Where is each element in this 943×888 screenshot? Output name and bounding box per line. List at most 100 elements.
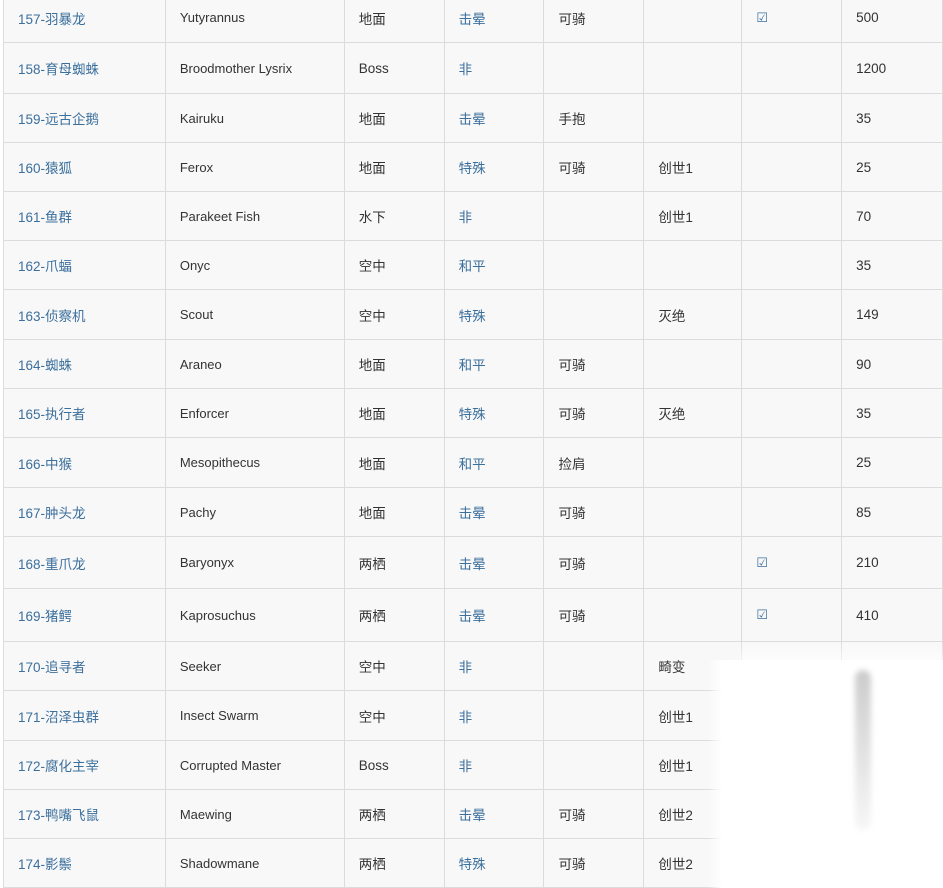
tame-method-link[interactable]: 和平 xyxy=(458,259,486,274)
creature-table: 157-羽暴龙 Yutyrannus 地面 击晕 可骑 ☑ 500 158-育母蜘蛛 Brood… xyxy=(3,0,943,888)
table-row: 173-鸭嘴飞鼠 Maewing 两栖 击晕 可骑 创世2 xyxy=(3,789,943,839)
creature-id-link[interactable]: 164-蜘蛛 xyxy=(18,358,73,373)
watermark-mask xyxy=(708,660,943,888)
tame-method-link[interactable]: 非 xyxy=(458,210,473,225)
creature-id-link[interactable]: 159-远古企鹅 xyxy=(18,112,100,127)
tame-method-link[interactable]: 非 xyxy=(458,62,473,77)
tame-method-link[interactable]: 非 xyxy=(458,660,473,675)
creature-id-link[interactable]: 167-肿头龙 xyxy=(18,506,86,521)
usage: 可骑 xyxy=(558,556,586,572)
checkbox-icon: ☑ xyxy=(756,9,768,25)
tame-method-link[interactable]: 特殊 xyxy=(458,857,486,872)
cell-id: 172-腐化主宰 xyxy=(3,740,166,790)
english-name: Mesopithecus xyxy=(179,455,261,470)
tame-method-link[interactable]: 击晕 xyxy=(458,808,486,823)
cell-en: Pachy xyxy=(164,487,345,537)
cell-id: 164-蜘蛛 xyxy=(3,339,166,389)
table-row: 167-肿头龙 Pachy 地面 击晕 可骑 85 xyxy=(3,487,943,537)
cell-tame: 和平 xyxy=(443,240,545,290)
tame-method-link[interactable]: 非 xyxy=(458,709,473,725)
tame-method-link[interactable]: 特殊 xyxy=(458,161,486,176)
usage: 手抱 xyxy=(558,112,586,127)
creature-id-link[interactable]: 158-育母蜘蛛 xyxy=(18,62,100,77)
environment: 地面 xyxy=(358,161,386,176)
cell-dlc xyxy=(643,240,743,290)
cell-env: Boss xyxy=(343,740,445,790)
usage: 捡肩 xyxy=(558,456,586,472)
tame-method-link[interactable]: 击晕 xyxy=(458,11,486,27)
cell-check xyxy=(741,487,843,537)
english-name: Shadowmane xyxy=(179,855,260,871)
tame-method-link[interactable]: 和平 xyxy=(458,456,486,472)
creature-id-link[interactable]: 157-羽暴龙 xyxy=(18,11,86,27)
tame-method-link[interactable]: 击晕 xyxy=(458,506,486,521)
creature-id-link[interactable]: 162-爪蝠 xyxy=(18,259,73,274)
cell-value: 70 xyxy=(841,191,943,241)
creature-id-link[interactable]: 170-追寻者 xyxy=(18,660,86,675)
tame-method-link[interactable]: 击晕 xyxy=(458,556,486,572)
environment: 地面 xyxy=(358,506,386,521)
table-row: 164-蜘蛛 Araneo 地面 和平 可骑 90 xyxy=(3,339,943,389)
cell-use xyxy=(543,240,645,290)
cell-use xyxy=(543,289,645,340)
environment: 地面 xyxy=(358,407,386,422)
cell-en: Kaprosuchus xyxy=(164,588,345,642)
tame-method-link[interactable]: 特殊 xyxy=(458,308,486,324)
cell-env: 地面 xyxy=(343,437,445,488)
environment: Boss xyxy=(358,60,389,76)
cell-value: 35 xyxy=(841,240,943,290)
tame-method-link[interactable]: 击晕 xyxy=(458,112,486,127)
cell-id: 165-执行者 xyxy=(3,388,166,438)
environment: 空中 xyxy=(358,709,386,725)
value: 25 xyxy=(856,159,872,175)
cell-check xyxy=(741,93,843,143)
creature-id-link[interactable]: 160-猿狐 xyxy=(18,161,73,176)
cell-use xyxy=(543,42,645,94)
cell-dlc: 创世1 xyxy=(643,191,743,241)
creature-id-link[interactable]: 165-执行者 xyxy=(18,407,86,422)
cell-id: 158-育母蜘蛛 xyxy=(3,42,166,94)
creature-id-link[interactable]: 168-重爪龙 xyxy=(18,556,86,572)
creature-id-link[interactable]: 172-腐化主宰 xyxy=(18,759,100,774)
creature-id-link[interactable]: 161-鱼群 xyxy=(18,210,73,225)
checkbox-icon: ☑ xyxy=(756,554,768,570)
cell-use: 可骑 xyxy=(543,487,645,537)
value: 70 xyxy=(856,208,872,224)
cell-use: 可骑 xyxy=(543,388,645,438)
creature-id-link[interactable]: 173-鸭嘴飞鼠 xyxy=(18,808,100,823)
creature-id-link[interactable]: 171-沼泽虫群 xyxy=(18,709,100,725)
value: 1200 xyxy=(856,60,887,76)
cell-dlc xyxy=(643,437,743,488)
cell-id: 160-猿狐 xyxy=(3,142,166,192)
watermark-smudge xyxy=(855,670,871,830)
creature-id-link[interactable]: 166-中猴 xyxy=(18,456,73,472)
tame-method-link[interactable]: 击晕 xyxy=(458,609,486,624)
cell-en: Ferox xyxy=(164,142,345,192)
cell-use xyxy=(543,690,645,741)
tame-method-link[interactable]: 特殊 xyxy=(458,407,486,422)
cell-use xyxy=(543,740,645,790)
tame-method-link[interactable]: 非 xyxy=(458,759,473,774)
cell-dlc xyxy=(643,42,743,94)
value: 210 xyxy=(856,555,879,570)
tame-method-link[interactable]: 和平 xyxy=(458,358,486,373)
cell-value: 35 xyxy=(841,388,943,438)
environment: 两栖 xyxy=(358,808,386,823)
cell-en: Corrupted Master xyxy=(164,740,345,790)
cell-value: 149 xyxy=(841,289,943,340)
cell-en: Kairuku xyxy=(164,93,345,143)
cell-env: 地面 xyxy=(343,0,445,43)
cell-env: 空中 xyxy=(343,641,445,691)
creature-id-link[interactable]: 174-影鬃 xyxy=(18,857,73,872)
creature-id-link[interactable]: 169-猪鳄 xyxy=(18,609,73,624)
cell-env: 两栖 xyxy=(343,838,445,888)
environment: 两栖 xyxy=(358,556,386,572)
environment: Boss xyxy=(358,757,389,773)
cell-en: Onyc xyxy=(164,240,345,290)
environment: 地面 xyxy=(358,11,386,27)
english-name: Onyc xyxy=(179,257,211,273)
creature-id-link[interactable]: 163-侦察机 xyxy=(18,308,86,324)
english-name: Kairuku xyxy=(179,110,224,126)
value: 500 xyxy=(856,10,879,25)
cell-id: 168-重爪龙 xyxy=(3,536,166,589)
